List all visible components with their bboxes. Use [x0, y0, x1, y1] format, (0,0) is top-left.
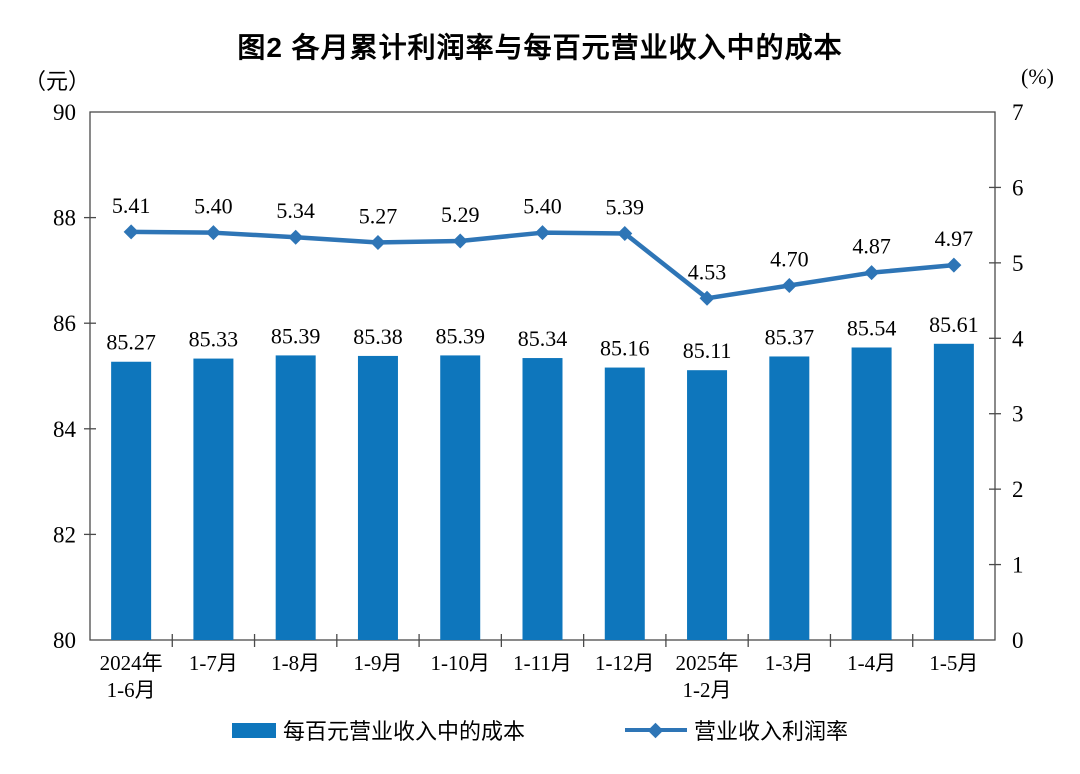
left-axis-tick-label: 82: [53, 522, 76, 547]
bar: [687, 370, 728, 640]
plot-canvas: 90 88 86 84 82 80 7 6 5 4 3 2 1 0 85.27 85.33 85.39 85.38…: [53, 100, 1024, 702]
x-axis-category-label: 1-10月: [430, 651, 490, 675]
right-axis-tick-label: 6: [1012, 175, 1024, 200]
bar: [522, 358, 563, 640]
diamond-marker-icon: [535, 225, 550, 241]
diamond-marker-icon: [288, 229, 304, 245]
bar: [357, 355, 398, 640]
legend-item-cost: 每百元营业收入中的成本: [231, 714, 525, 746]
x-axis-category-label: 1-8月: [271, 651, 320, 675]
x-axis-category-label: 1-5月: [929, 651, 978, 675]
line-value-label: 5.34: [276, 198, 315, 223]
chart-title: 图2 各月累计利润率与每百元营业收入中的成本: [237, 32, 843, 63]
right-axis-tick-label: 1: [1012, 553, 1024, 578]
bar: [275, 355, 316, 640]
x-axis-category-label: 1-4月: [847, 651, 896, 675]
bar-value-label: 85.37: [765, 324, 815, 349]
line-value-label: 5.27: [359, 203, 398, 228]
bar-value-label: 85.33: [189, 327, 239, 352]
right-axis-tick-label: 2: [1012, 477, 1024, 502]
left-axis-tick-label: 80: [53, 628, 76, 653]
bar: [193, 358, 234, 640]
line-series: [131, 229, 955, 301]
line-value-label: 5.29: [441, 202, 480, 227]
right-axis-tick-label: 7: [1012, 100, 1024, 125]
line-value-label: 5.40: [194, 194, 233, 219]
bar-value-label: 85.11: [683, 338, 732, 363]
left-axis-tick-label: 84: [53, 417, 77, 442]
bar: [604, 367, 645, 640]
bar: [933, 343, 974, 640]
line-value-label: 5.41: [112, 193, 151, 218]
x-axis-category-label: 2024年 1-6月: [100, 651, 163, 702]
diamond-marker-icon: [205, 225, 221, 241]
x-axis-category-label: 1-3月: [765, 651, 814, 675]
right-axis-unit-label: (%): [1021, 64, 1054, 89]
diamond-marker-icon: [452, 233, 468, 249]
line-value-label: 4.53: [688, 259, 727, 284]
bar-series-swatch: [231, 722, 276, 738]
diamond-marker-icon: [699, 290, 715, 306]
bar-value-label: 85.39: [271, 323, 321, 348]
diamond-marker-icon: [370, 234, 386, 250]
diamond-marker-icon: [617, 225, 633, 241]
diamond-marker-icon: [946, 257, 962, 273]
right-axis-tick-label: 5: [1012, 251, 1024, 276]
bar-value-label: 85.39: [435, 323, 485, 348]
line-value-label: 4.97: [935, 226, 974, 251]
line-value-label: 4.70: [770, 246, 809, 271]
legend-label-profit-margin: 营业收入利润率: [694, 719, 849, 744]
bar-value-label: 85.16: [600, 336, 650, 361]
legend-label-cost: 每百元营业收入中的成本: [282, 719, 525, 744]
bar-value-label: 85.54: [847, 315, 897, 340]
bar-value-label: 85.34: [518, 326, 568, 351]
line-series-swatch: [625, 722, 687, 738]
left-axis-tick-label: 88: [53, 206, 76, 231]
line-value-label: 4.87: [852, 234, 891, 259]
bar: [769, 356, 810, 640]
bar-value-label: 85.61: [929, 312, 979, 337]
right-axis-tick-label: 4: [1012, 326, 1024, 351]
diamond-marker-icon: [647, 722, 664, 738]
line-value-label: 5.40: [523, 194, 562, 219]
left-axis-tick-label: 86: [53, 311, 76, 336]
bar: [851, 347, 892, 640]
right-axis-tick-label: 0: [1012, 628, 1024, 653]
x-axis-category-label: 2025年 1-2月: [676, 651, 739, 702]
left-axis-unit-label: （元）: [24, 69, 91, 94]
x-axis-category-label: 1-12月: [595, 651, 655, 675]
bar-value-label: 85.27: [106, 330, 156, 355]
diamond-marker-icon: [781, 277, 797, 293]
bar: [440, 355, 481, 640]
bar: [111, 361, 152, 640]
diamond-marker-icon: [123, 224, 139, 240]
x-axis-category-label: 1-11月: [513, 651, 572, 675]
legend: 每百元营业收入中的成本 营业收入利润率: [0, 714, 1080, 746]
x-axis-category-label: 1-7月: [189, 651, 238, 675]
line-value-label: 5.39: [606, 194, 645, 219]
diamond-marker-icon: [864, 265, 880, 281]
right-axis-tick-label: 3: [1012, 402, 1024, 427]
bar-value-label: 85.38: [353, 324, 403, 349]
x-axis-category-label: 1-9月: [353, 651, 402, 675]
left-axis-tick-label: 90: [53, 100, 76, 125]
legend-item-profit-margin: 营业收入利润率: [625, 714, 848, 746]
